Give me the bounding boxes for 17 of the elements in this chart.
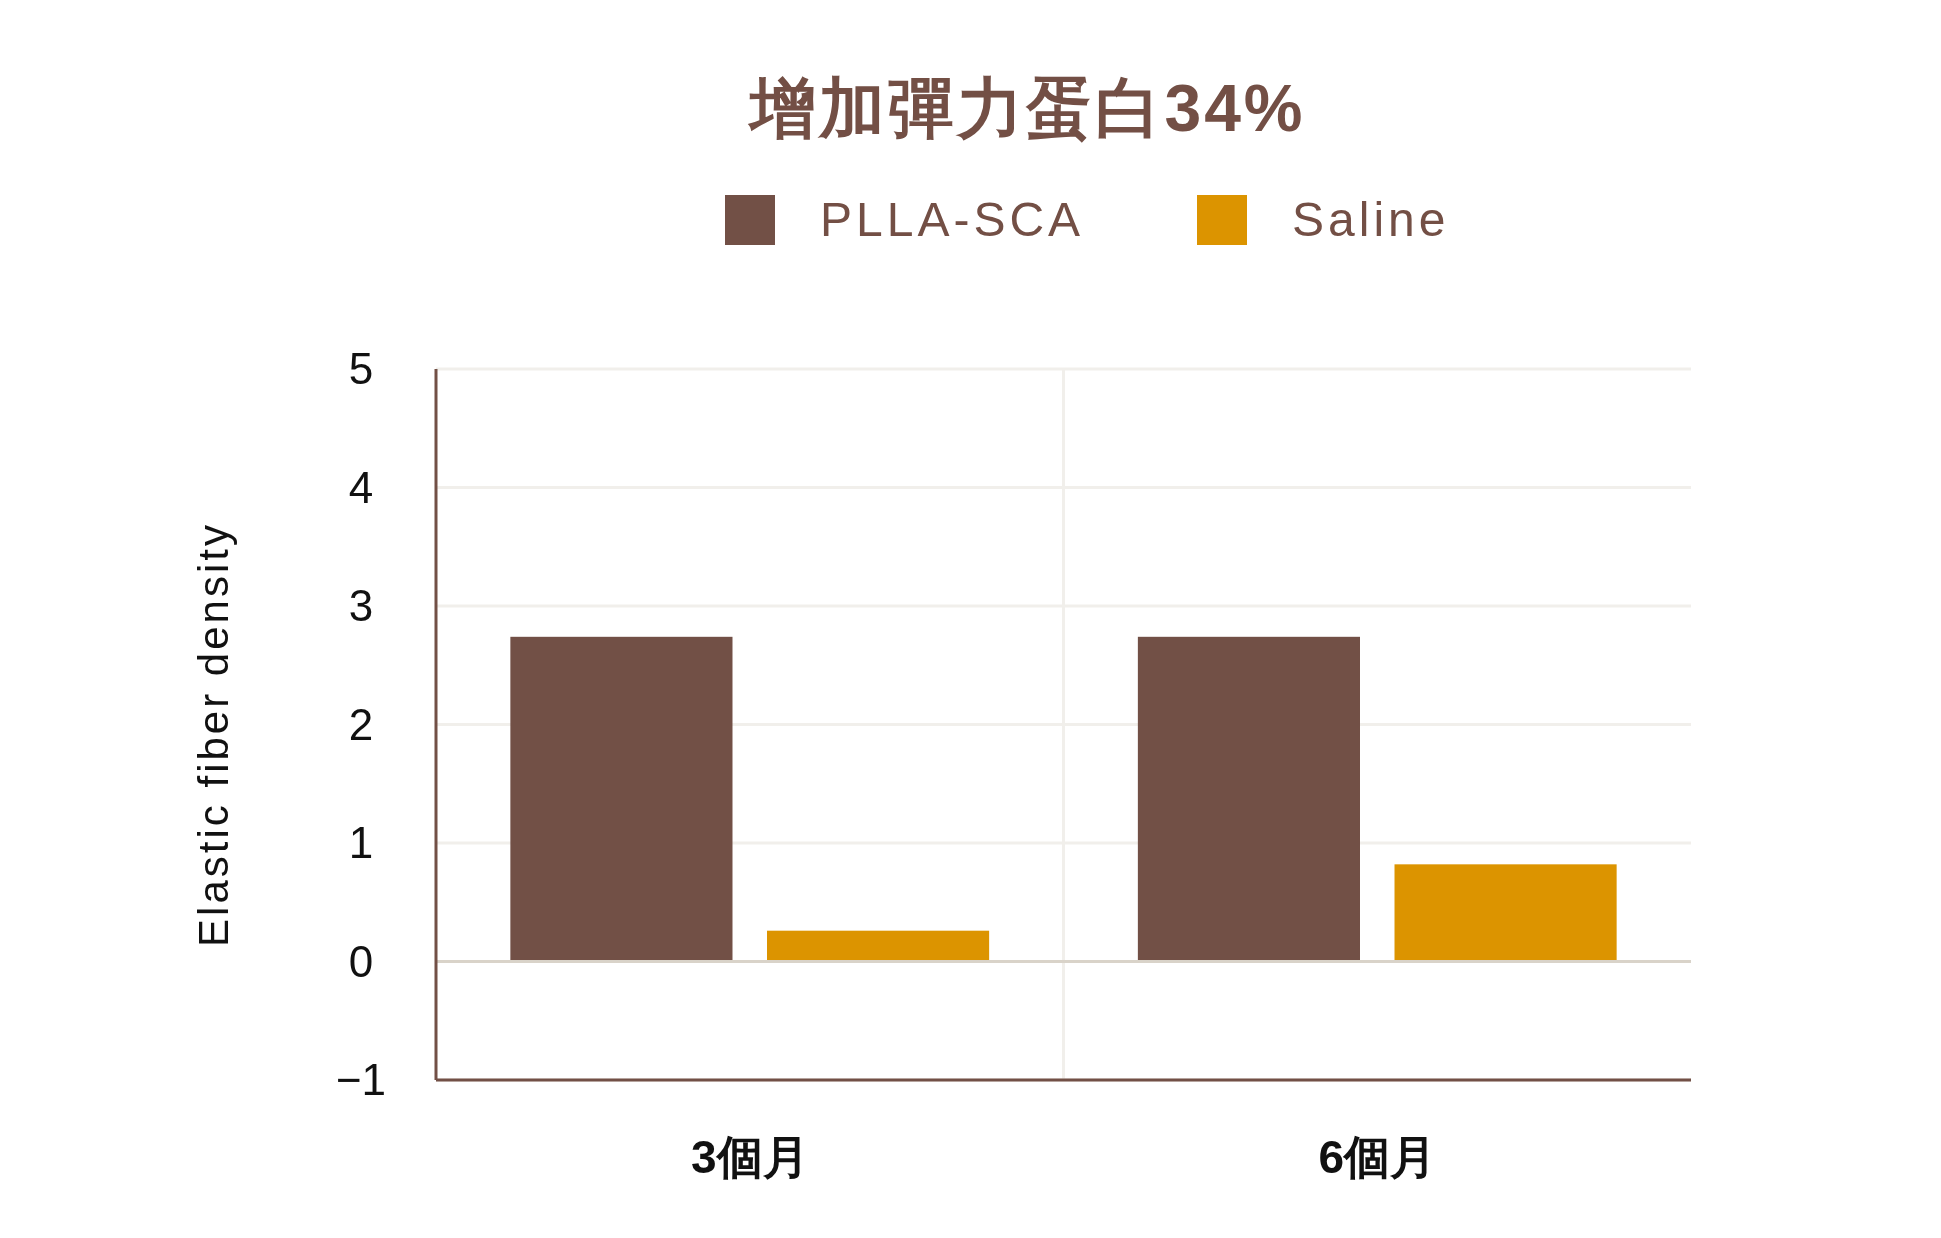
x-tick-label: 6個月 [1318,1131,1437,1183]
y-tick-label: 5 [348,344,374,393]
x-tick-label: 3個月 [690,1131,809,1183]
legend-label: PLLA-SCA [820,193,1085,246]
bar [1394,864,1617,962]
bar [767,930,990,962]
y-axis-title: Elastic fiber density [190,522,237,947]
y-tick-label: 2 [348,699,374,749]
legend-label: Saline [1292,193,1450,246]
chart-title: 增加彈力蛋白34% [747,71,1306,145]
y-tick-label: 0 [348,936,374,986]
y-tick-label: −1 [335,1055,387,1104]
y-tick-label: 1 [348,818,374,867]
y-tick-label: 3 [348,581,374,630]
bar [510,636,733,962]
y-tick-label: 4 [348,462,374,512]
bar [1137,636,1360,962]
